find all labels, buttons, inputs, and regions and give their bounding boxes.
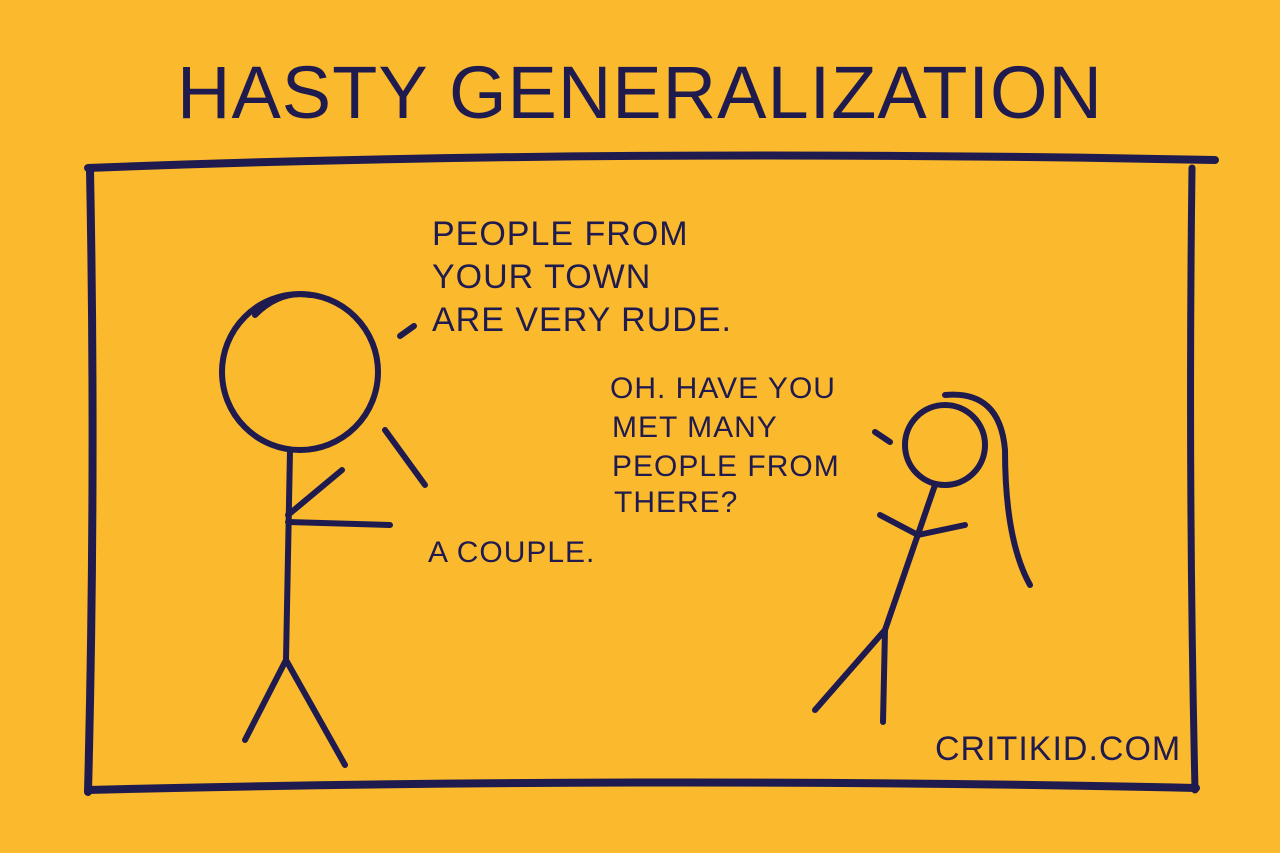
svg-text:THERE?: THERE? <box>614 486 738 519</box>
stick-figure-right <box>812 391 1033 725</box>
stick-figure-left <box>219 291 428 768</box>
speech-text-reply: A COUPLE. <box>428 536 595 569</box>
credit-text: CRITIKID.COM <box>935 730 1181 768</box>
speech-text-left: PEOPLE FROM YOUR TOWN ARE VERY RUDE. <box>432 215 732 339</box>
svg-text:YOUR TOWN: YOUR TOWN <box>432 258 651 296</box>
panel-frame <box>84 151 1219 796</box>
svg-text:ARE VERY RUDE.: ARE VERY RUDE. <box>432 301 732 339</box>
svg-text:OH. HAVE YOU: OH. HAVE YOU <box>610 372 836 405</box>
svg-text:MET MANY: MET MANY <box>612 411 778 444</box>
svg-text:PEOPLE FROM: PEOPLE FROM <box>612 450 840 483</box>
svg-text:PEOPLE FROM: PEOPLE FROM <box>432 215 689 253</box>
comic-title: HASTY GENERALIZATION <box>177 51 1103 134</box>
speech-text-right: OH. HAVE YOU MET MANY PEOPLE FROM THERE? <box>610 372 840 519</box>
